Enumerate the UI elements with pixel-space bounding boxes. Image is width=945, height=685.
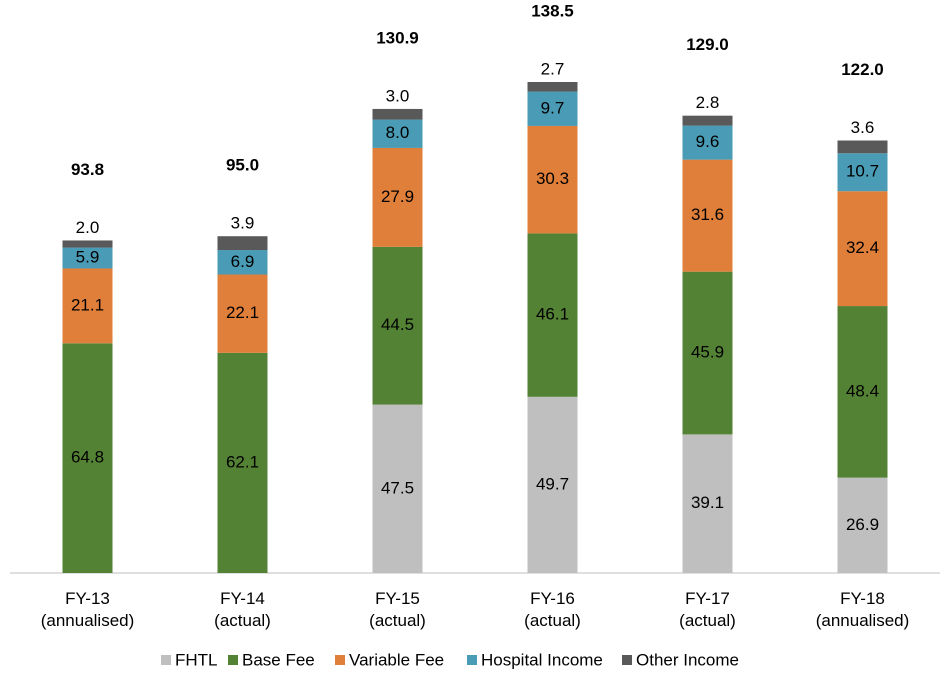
data-label: 30.3	[536, 169, 569, 188]
bar-segment	[682, 434, 733, 573]
data-label: 27.9	[381, 187, 414, 206]
legend-swatch	[335, 655, 345, 665]
data-label: 26.9	[846, 515, 879, 534]
x-tick-label: FY-18 (annualised)	[816, 589, 910, 630]
data-label: 9.6	[696, 132, 720, 151]
data-label: 47.5	[381, 478, 414, 497]
data-label: 6.9	[231, 252, 255, 271]
data-label: 3.0	[386, 86, 410, 105]
legend-swatch	[622, 655, 632, 665]
data-label: 39.1	[691, 493, 724, 512]
bar-segment	[682, 125, 733, 160]
legend-label: Base Fee	[242, 650, 315, 669]
data-label: 45.9	[691, 343, 724, 362]
legend-label: Variable Fee	[349, 650, 444, 669]
bar-segment	[372, 404, 423, 573]
bar-segment	[372, 246, 423, 405]
data-label: 31.6	[691, 205, 724, 224]
bar-segment	[527, 233, 578, 397]
bar-segment	[527, 91, 578, 126]
data-label: 32.4	[846, 238, 879, 257]
legend-label: Other Income	[636, 650, 739, 669]
data-label: 3.6	[851, 118, 875, 137]
total-label: 95.0	[226, 156, 259, 175]
bar-segment	[372, 108, 423, 120]
data-label: 48.4	[846, 381, 879, 400]
bar-segment	[217, 236, 268, 251]
data-label: 2.8	[696, 93, 720, 112]
legend-label: Hospital Income	[481, 650, 603, 669]
data-label: 22.1	[226, 303, 259, 322]
data-label: 44.5	[381, 315, 414, 334]
data-label: 10.7	[846, 162, 879, 181]
data-label: 21.1	[71, 295, 104, 314]
data-label: 49.7	[536, 474, 569, 493]
legend-label: FHTL	[175, 650, 218, 669]
data-label: 9.7	[541, 98, 565, 117]
bar-segment	[527, 396, 578, 573]
bar-segment	[62, 240, 113, 248]
bar-segment	[372, 147, 423, 247]
bar-segment	[217, 352, 268, 573]
bar-segment	[217, 274, 268, 353]
bar-segment	[62, 247, 113, 269]
total-label: 138.5	[531, 1, 574, 20]
bar-segment	[682, 271, 733, 435]
data-label: 3.9	[231, 214, 255, 233]
data-label: 2.7	[541, 59, 565, 78]
total-label: 130.9	[376, 28, 419, 47]
bar-segment	[682, 115, 733, 126]
total-label: 129.0	[686, 35, 729, 54]
bar-segment	[837, 306, 888, 478]
x-tick-label: FY-16 (actual)	[524, 589, 581, 630]
x-tick-label: FY-17 (actual)	[679, 589, 736, 630]
legend-swatch	[161, 655, 171, 665]
bar-segment	[682, 159, 733, 272]
bar-segment	[837, 191, 888, 307]
total-label: 93.8	[71, 160, 104, 179]
bar-segment	[62, 343, 113, 573]
data-label: 2.0	[76, 218, 100, 237]
legend-swatch	[467, 655, 477, 665]
data-label: 8.0	[386, 123, 410, 142]
bar-segment	[527, 82, 578, 92]
legend-swatch	[228, 655, 238, 665]
bar-segment	[527, 125, 578, 234]
data-label: 62.1	[226, 452, 259, 471]
bar-segment	[372, 119, 423, 148]
bar-segment	[217, 250, 268, 275]
bar-segment	[837, 153, 888, 192]
total-label: 122.0	[841, 60, 884, 79]
x-tick-label: FY-13 (annualised)	[41, 589, 135, 630]
data-label: 46.1	[536, 305, 569, 324]
x-tick-label: FY-14 (actual)	[214, 589, 271, 630]
bar-segment	[837, 477, 888, 573]
data-label: 5.9	[76, 247, 100, 266]
x-tick-label: FY-15 (actual)	[369, 589, 426, 630]
bar-segment	[837, 140, 888, 154]
bar-segment	[62, 268, 113, 344]
data-label: 64.8	[71, 448, 104, 467]
